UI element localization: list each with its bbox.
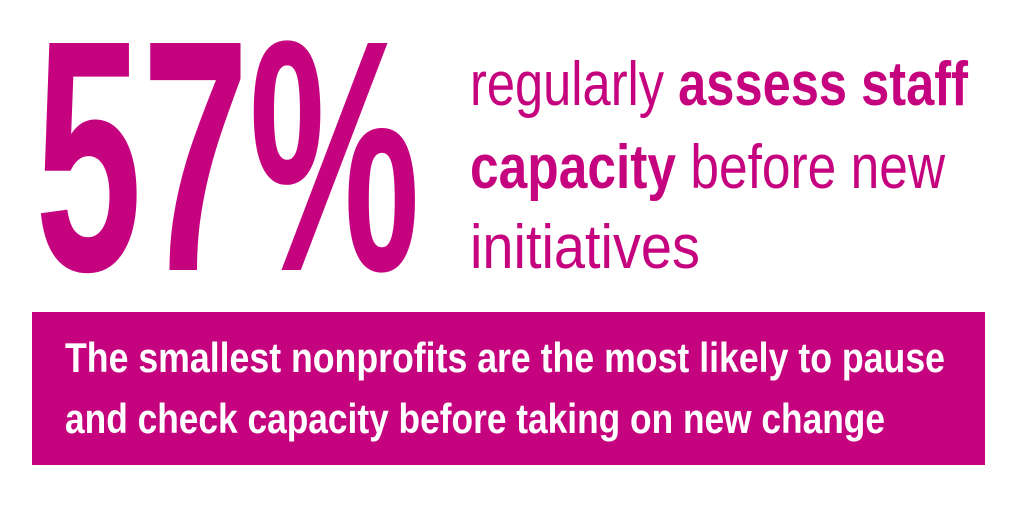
description-text: initiatives [470,213,700,282]
description-line: initiatives [470,213,700,282]
description-bold: assess staff [678,50,968,119]
banner-text: The smallest nonprofits are the most lik… [65,334,945,442]
description-text: regularly [470,50,678,119]
description-line: regularly assess staff [470,50,968,119]
banner-line: and check capacity before taking on new … [65,395,885,442]
description-line: capacity before new [470,133,945,202]
description-bold: capacity [470,133,676,202]
stat-number: 57% [35,0,420,340]
banner [32,312,985,465]
description-text: before new [676,133,945,202]
banner-line: The smallest nonprofits are the most lik… [65,334,945,381]
